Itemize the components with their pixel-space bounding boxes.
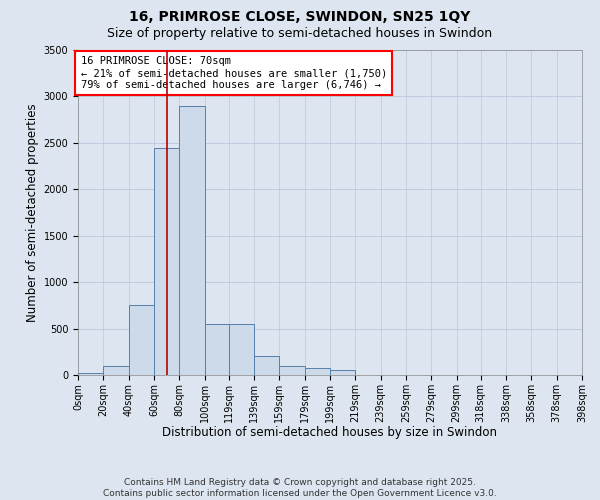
Bar [280,366,305,375]
Bar [229,324,254,375]
Bar [154,148,179,375]
Text: 16 PRIMROSE CLOSE: 70sqm
← 21% of semi-detached houses are smaller (1,750)
79% o: 16 PRIMROSE CLOSE: 70sqm ← 21% of semi-d… [80,56,387,90]
Bar [254,356,280,375]
X-axis label: Distribution of semi-detached houses by size in Swindon: Distribution of semi-detached houses by … [163,426,497,439]
Bar [179,106,205,375]
Bar [205,324,229,375]
Y-axis label: Number of semi-detached properties: Number of semi-detached properties [26,103,40,322]
Bar [305,368,330,375]
Bar [78,372,103,375]
Text: 16, PRIMROSE CLOSE, SWINDON, SN25 1QY: 16, PRIMROSE CLOSE, SWINDON, SN25 1QY [130,10,470,24]
Text: Size of property relative to semi-detached houses in Swindon: Size of property relative to semi-detach… [107,28,493,40]
Bar [330,370,355,375]
Bar [103,366,128,375]
Text: Contains HM Land Registry data © Crown copyright and database right 2025.
Contai: Contains HM Land Registry data © Crown c… [103,478,497,498]
Bar [128,306,154,375]
